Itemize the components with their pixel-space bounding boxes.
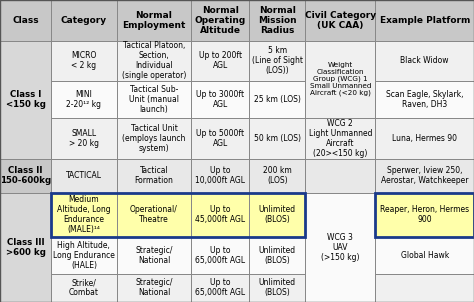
Bar xyxy=(0,0,51,40)
Text: Class: Class xyxy=(12,16,39,25)
Bar xyxy=(249,237,305,274)
Text: Weight
Classification
Group (WCG) 1
Small Unmanned
Aircraft (<20 kg): Weight Classification Group (WCG) 1 Smal… xyxy=(310,63,371,96)
Bar xyxy=(0,40,51,159)
Text: Up to
65,000ft AGL: Up to 65,000ft AGL xyxy=(195,246,246,265)
Text: Up to 3000ft
AGL: Up to 3000ft AGL xyxy=(196,90,245,109)
Text: 5 km
(Line of Sight
(LOS)): 5 km (Line of Sight (LOS)) xyxy=(252,46,303,76)
Text: Class II
150-600kg: Class II 150-600kg xyxy=(0,166,51,185)
Bar xyxy=(375,118,474,159)
Text: Category: Category xyxy=(61,16,107,25)
Text: TACTICAL: TACTICAL xyxy=(66,171,102,180)
Text: Up to
45,000ft AGL: Up to 45,000ft AGL xyxy=(195,205,246,224)
Text: Global Hawk: Global Hawk xyxy=(401,251,449,260)
Text: Civil Category
(UK CAA): Civil Category (UK CAA) xyxy=(305,11,376,30)
Bar xyxy=(0,193,51,302)
Text: SMALL
> 20 kg: SMALL > 20 kg xyxy=(69,129,99,148)
Bar xyxy=(117,193,191,237)
Text: Up to 200ft
AGL: Up to 200ft AGL xyxy=(199,51,242,70)
Text: Sperwer, Iview 250,
Aerostar, Watchkeeper: Sperwer, Iview 250, Aerostar, Watchkeepe… xyxy=(381,166,468,185)
Bar xyxy=(249,274,305,302)
Text: Strategic/
National: Strategic/ National xyxy=(135,246,173,265)
Text: MICRO
< 2 kg: MICRO < 2 kg xyxy=(71,51,97,70)
Text: Tactical Unit
(employs launch
system): Tactical Unit (employs launch system) xyxy=(122,124,186,153)
Text: 200 km
(LOS): 200 km (LOS) xyxy=(263,166,292,185)
Text: Unlimited
(BLOS): Unlimited (BLOS) xyxy=(259,246,296,265)
Bar xyxy=(0,159,51,193)
Bar xyxy=(51,81,117,118)
Bar xyxy=(117,237,191,274)
Bar xyxy=(51,193,305,237)
Text: 50 km (LOS): 50 km (LOS) xyxy=(254,134,301,143)
Text: Up to 5000ft
AGL: Up to 5000ft AGL xyxy=(196,129,245,148)
Text: Normal
Employment: Normal Employment xyxy=(122,11,186,30)
Bar xyxy=(249,81,305,118)
Text: Class I
<150 kg: Class I <150 kg xyxy=(6,90,46,109)
Bar xyxy=(305,118,375,159)
Text: Medium
Altitude, Long
Endurance
(MALE)¹⁴: Medium Altitude, Long Endurance (MALE)¹⁴ xyxy=(57,195,111,234)
Text: Strike/
Combat: Strike/ Combat xyxy=(69,278,99,297)
Bar xyxy=(51,159,117,193)
Text: MINI
2-20¹² kg: MINI 2-20¹² kg xyxy=(66,90,101,109)
Bar xyxy=(305,40,375,118)
Text: Up to
10,000ft AGL: Up to 10,000ft AGL xyxy=(195,166,246,185)
Bar xyxy=(191,237,249,274)
Text: Example Platform: Example Platform xyxy=(380,16,470,25)
Bar xyxy=(51,193,117,237)
Bar xyxy=(117,0,191,40)
Text: Black Widow: Black Widow xyxy=(401,56,449,65)
Bar xyxy=(249,118,305,159)
Bar xyxy=(305,0,375,40)
Bar xyxy=(117,274,191,302)
Text: High Altitude,
Long Endurance
(HALE): High Altitude, Long Endurance (HALE) xyxy=(53,241,115,270)
Bar xyxy=(51,237,117,274)
Bar xyxy=(375,159,474,193)
Bar xyxy=(191,159,249,193)
Bar xyxy=(117,81,191,118)
Text: Operational/
Theatre: Operational/ Theatre xyxy=(130,205,178,224)
Bar xyxy=(191,193,249,237)
Bar xyxy=(51,118,117,159)
Bar xyxy=(51,274,117,302)
Bar xyxy=(375,193,474,237)
Bar xyxy=(249,193,305,237)
Bar xyxy=(375,0,474,40)
Bar xyxy=(375,274,474,302)
Bar xyxy=(375,40,474,81)
Bar xyxy=(249,0,305,40)
Bar xyxy=(249,40,305,81)
Text: Tactical Platoon,
Section,
Individual
(single operator): Tactical Platoon, Section, Individual (s… xyxy=(122,41,186,80)
Bar xyxy=(249,159,305,193)
Bar xyxy=(305,193,375,302)
Bar xyxy=(191,274,249,302)
Text: Normal
Mission
Radius: Normal Mission Radius xyxy=(258,6,297,35)
Bar xyxy=(51,40,117,81)
Bar xyxy=(375,237,474,274)
Text: Unlimited
(BLOS): Unlimited (BLOS) xyxy=(259,278,296,297)
Text: Tactical
Formation: Tactical Formation xyxy=(135,166,173,185)
Text: 25 km (LOS): 25 km (LOS) xyxy=(254,95,301,104)
Text: Strategic/
National: Strategic/ National xyxy=(135,278,173,297)
Text: WCG 2
Light Unmanned
Aircraft
(20><150 kg): WCG 2 Light Unmanned Aircraft (20><150 k… xyxy=(309,119,372,158)
Bar xyxy=(375,81,474,118)
Bar xyxy=(117,40,191,81)
Text: Luna, Hermes 90: Luna, Hermes 90 xyxy=(392,134,457,143)
Text: Class III
>600 kg: Class III >600 kg xyxy=(6,238,46,257)
Bar xyxy=(305,159,375,193)
Bar xyxy=(191,118,249,159)
Text: Reaper, Heron, Hermes
900: Reaper, Heron, Hermes 900 xyxy=(380,205,469,224)
Text: Up to
65,000ft AGL: Up to 65,000ft AGL xyxy=(195,278,246,297)
Bar xyxy=(191,40,249,81)
Bar xyxy=(117,159,191,193)
Text: Tactical Sub-
Unit (manual
launch): Tactical Sub- Unit (manual launch) xyxy=(129,85,179,114)
Text: Unlimited
(BLOS): Unlimited (BLOS) xyxy=(259,205,296,224)
Bar xyxy=(375,193,474,237)
Bar xyxy=(191,0,249,40)
Bar xyxy=(117,118,191,159)
Text: WCG 3
UAV
(>150 kg): WCG 3 UAV (>150 kg) xyxy=(321,233,360,262)
Text: Normal
Operating
Altitude: Normal Operating Altitude xyxy=(195,6,246,35)
Text: Scan Eagle, Skylark,
Raven, DH3: Scan Eagle, Skylark, Raven, DH3 xyxy=(386,90,464,109)
Bar xyxy=(51,0,117,40)
Bar xyxy=(191,81,249,118)
